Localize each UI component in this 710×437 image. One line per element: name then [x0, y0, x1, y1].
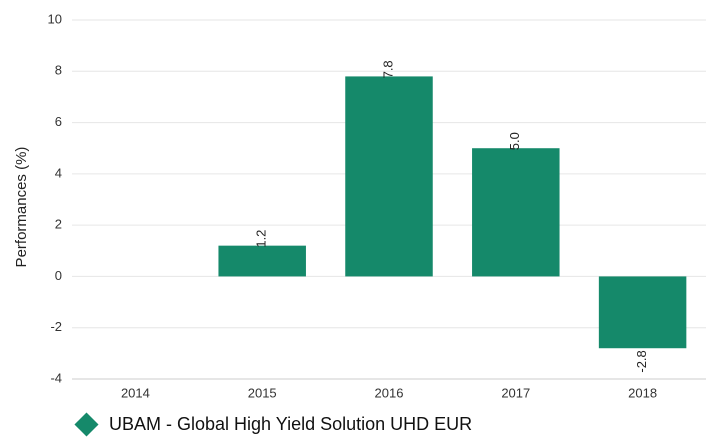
x-tick-label: 2018 [628, 385, 657, 400]
x-tick-label: 2014 [121, 385, 150, 400]
legend[interactable]: UBAM - Global High Yield Solution UHD EU… [74, 412, 473, 437]
data-label: 5.0 [507, 132, 522, 150]
bar [598, 276, 687, 349]
bar [218, 245, 306, 277]
y-axis-tick-labels: -4 -2 0 2 4 6 8 10 [48, 11, 62, 385]
y-tick-label: 8 [55, 63, 62, 78]
data-label: 1.2 [254, 230, 269, 248]
y-tick-label: 2 [55, 217, 62, 232]
bar [472, 148, 560, 277]
y-tick-label: -2 [50, 319, 62, 334]
x-tick-label: 2017 [501, 385, 530, 400]
y-tick-label: 10 [48, 11, 62, 26]
x-axis-tick-labels: 2014 2015 2016 2017 2018 [121, 385, 657, 400]
bars [218, 76, 687, 349]
legend-diamond-icon [74, 412, 99, 437]
data-label: -2.8 [634, 350, 649, 372]
y-tick-label: 4 [55, 165, 62, 180]
x-tick-label: 2016 [375, 385, 404, 400]
y-tick-label: 0 [55, 268, 62, 283]
y-tick-label: 6 [55, 114, 62, 129]
y-tick-label: -4 [50, 370, 62, 385]
y-axis-title: Performances (%) [13, 147, 30, 268]
legend-label: UBAM - Global High Yield Solution UHD EU… [109, 414, 473, 434]
bar [345, 76, 433, 277]
data-labels: 1.2 7.8 5.0 -2.8 [254, 60, 649, 372]
data-label: 7.8 [380, 60, 395, 78]
x-tick-label: 2015 [248, 385, 277, 400]
